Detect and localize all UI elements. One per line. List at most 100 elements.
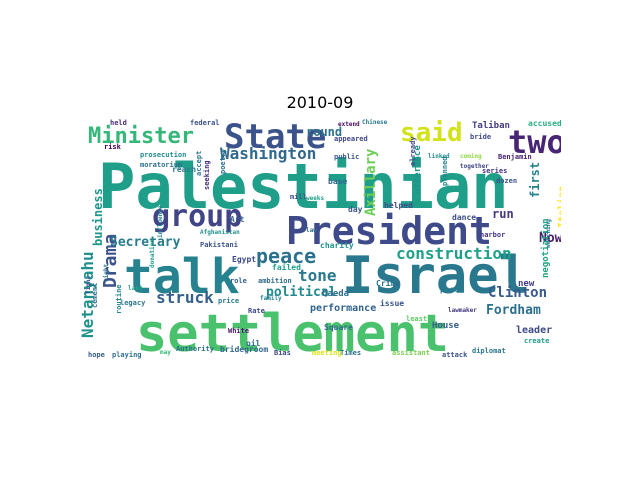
cloud-word: Crime <box>376 279 401 288</box>
cloud-word: performance <box>310 303 377 314</box>
cloud-word: settlement <box>136 304 450 361</box>
cloud-word: dozen <box>496 177 518 185</box>
cloud-word: watching <box>545 219 552 248</box>
cloud-word: moratorium <box>140 161 183 169</box>
cloud-word: base <box>328 177 348 186</box>
cloud-word: planned <box>441 156 449 186</box>
cloud-word: political <box>266 285 337 300</box>
cloud-word: bridegroom <box>220 345 269 354</box>
cloud-word: right <box>103 263 110 282</box>
cloud-word: bride <box>470 133 492 141</box>
cloud-word: Afghanistan <box>200 229 240 236</box>
cloud-word: Taliban <box>472 121 510 131</box>
cloud-word: already <box>409 136 417 166</box>
cloud-word: assistant <box>392 349 430 357</box>
cloud-word: Authority <box>176 345 214 353</box>
cloud-word: Fordham <box>486 303 541 318</box>
cloud-word: accept <box>195 150 203 176</box>
figure-title: 2010-09 <box>286 93 354 112</box>
cloud-word: role <box>230 277 247 285</box>
cloud-word: federal <box>190 119 220 127</box>
cloud-word: Secretary <box>110 235 181 250</box>
cloud-word: group <box>152 199 243 234</box>
cloud-word: appeared <box>334 135 368 143</box>
cloud-word: Art <box>230 215 245 224</box>
cloud-word: Rate <box>248 307 265 315</box>
cloud-word: pose <box>440 285 460 294</box>
cloud-word: two <box>508 123 561 161</box>
cloud-word: lawmaker <box>448 307 477 314</box>
cloud-word: mill <box>290 193 307 201</box>
cloud-word: create <box>524 337 550 345</box>
cloud-word: Qaeda <box>322 289 350 299</box>
cloud-word: leader <box>516 325 553 336</box>
cloud-word: fight <box>85 275 92 294</box>
cloud-word: Pakistani <box>200 241 238 249</box>
cloud-word: routine <box>115 284 123 314</box>
cloud-word: donation <box>149 239 156 268</box>
cloud-word: tone <box>298 266 337 285</box>
cloud-word: Benjamin <box>498 153 532 161</box>
cloud-word: helped <box>384 201 413 210</box>
cloud-word: risk <box>104 143 121 151</box>
cloud-word: construction <box>396 244 512 263</box>
cloud-word: poetry <box>219 148 227 174</box>
cloud-word: extend <box>338 121 360 128</box>
cloud-word: Bias <box>274 349 291 357</box>
cloud-word: new <box>518 279 535 289</box>
cloud-word: run <box>492 207 514 221</box>
cloud-word: Axillary <box>363 148 379 216</box>
cloud-word: President <box>286 209 492 253</box>
word-cloud: Palestinian settlement talk Israel President… <box>80 118 561 361</box>
cloud-word: said <box>400 118 463 148</box>
cloud-word: failed <box>272 263 301 272</box>
cloud-word: Egypt <box>232 255 257 264</box>
cloud-word: State <box>224 118 327 157</box>
cloud-word: together <box>460 163 489 170</box>
cloud-word: least <box>406 315 428 323</box>
cloud-word: public <box>334 153 360 161</box>
cloud-word: accused <box>528 119 561 128</box>
cloud-word: House <box>432 321 460 331</box>
cloud-word: seeking <box>203 160 211 190</box>
cloud-word: weeks <box>306 195 325 202</box>
cloud-word: struck <box>156 288 214 307</box>
cloud-word: first <box>528 161 542 198</box>
cloud-word: series <box>482 167 508 175</box>
cloud-word: cement <box>91 282 99 308</box>
cloud-word: last <box>128 285 143 292</box>
cloud-word: may <box>160 349 171 356</box>
cloud-word: Italian <box>557 185 561 228</box>
cloud-word: legacy <box>120 299 146 307</box>
cloud-word: attack <box>442 351 468 359</box>
cloud-word: Chinese <box>362 119 388 126</box>
cloud-word: diplomat <box>472 347 506 355</box>
cloud-word: linked <box>428 153 450 160</box>
cloud-word: oil <box>246 339 261 348</box>
cloud-word: round <box>306 125 343 139</box>
cloud-word: Now <box>539 231 561 246</box>
cloud-word: reach <box>172 165 197 174</box>
cloud-word: business <box>91 188 105 246</box>
cloud-word: price <box>218 297 240 305</box>
cloud-word: harbor <box>480 231 506 239</box>
cloud-word: Palestinian <box>98 150 509 223</box>
cloud-word: held <box>110 119 127 127</box>
cloud-word: Square <box>324 323 353 332</box>
cloud-word: charity <box>320 241 354 250</box>
cloud-word: peace <box>256 244 317 268</box>
cloud-word: influence <box>157 205 164 238</box>
cloud-word: Washington <box>220 144 317 163</box>
cloud-word: prosecution <box>140 151 187 159</box>
cloud-word: Minister <box>88 124 194 149</box>
cloud-word: issue <box>380 299 405 308</box>
cloud-word: White <box>228 327 250 335</box>
cloud-word: Times <box>340 349 362 357</box>
cloud-word: playing <box>112 351 142 359</box>
cloud-word: talk <box>124 249 240 305</box>
cloud-word: hope <box>88 351 105 359</box>
cloud-word: law <box>306 227 317 234</box>
cloud-word: meeting <box>312 349 342 357</box>
cloud-word: ambition <box>258 277 292 285</box>
cloud-word: Israel <box>342 246 530 306</box>
